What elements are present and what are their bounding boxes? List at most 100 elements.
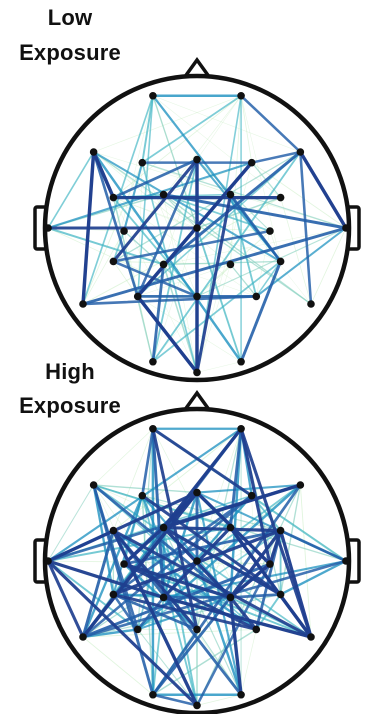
connection-edge [162, 193, 198, 229]
connection-edge [151, 151, 302, 363]
electrode-fc1 [159, 523, 168, 532]
electrode-fp2 [237, 91, 245, 100]
low-exposure-title-line1: Low [47, 5, 93, 30]
connection-edge [161, 525, 283, 533]
connection-edge [93, 95, 242, 153]
electrode-pz [193, 292, 201, 301]
connection-edge [152, 628, 258, 696]
connection-edge [46, 559, 199, 707]
connection-edge [81, 559, 348, 639]
connection-edge [196, 264, 231, 373]
connection-edge [279, 529, 348, 563]
electrode-fp1 [149, 91, 157, 100]
connection-edge [46, 491, 199, 563]
electrode-cz [193, 557, 201, 565]
connection-edge [161, 483, 303, 530]
low-exposure-nose-marker [182, 57, 212, 80]
low-exposure-title-line2: Exposure [19, 40, 121, 65]
connection-edge [81, 628, 139, 639]
connection-edge [47, 560, 139, 631]
electrode-f7 [89, 481, 98, 489]
connection-edge [122, 525, 166, 566]
connection-edge [151, 427, 166, 599]
connection-edge [240, 629, 257, 696]
connection-edge [299, 150, 313, 306]
connection-edge [195, 483, 302, 494]
connection-edge [228, 525, 313, 639]
connection-edge [113, 428, 154, 531]
electrode-fc2 [226, 190, 235, 199]
electrode-f7 [89, 148, 98, 156]
electrode-fc6 [276, 526, 285, 535]
connection-edge [229, 263, 257, 298]
connection-edge [47, 227, 165, 266]
connection-edge [111, 528, 199, 632]
connection-edge [162, 193, 348, 230]
electrode-p3 [133, 292, 142, 301]
connection-edge [279, 559, 348, 596]
connection-edge [269, 230, 281, 262]
connection-edge [152, 95, 281, 198]
connection-edge [46, 559, 85, 639]
connection-edge [112, 494, 144, 596]
connection-edge [196, 95, 242, 160]
connection-edge [112, 230, 125, 263]
connection-edge [112, 158, 199, 199]
electrode-oz [193, 368, 201, 377]
connection-edge [47, 484, 95, 562]
connection-edge [239, 94, 302, 154]
connection-edge [81, 226, 348, 306]
electrode-t7 [44, 557, 52, 565]
electrode-cp6 [276, 257, 285, 266]
electrode-o2 [237, 357, 245, 366]
electrode-f3 [138, 491, 147, 500]
electrode-fz [193, 155, 201, 164]
electrode-fc5 [109, 193, 118, 202]
connection-edge [92, 150, 140, 298]
connection-edge [310, 227, 347, 305]
connection-edge [229, 193, 258, 298]
electrode-cp1 [159, 593, 168, 602]
connection-edge [279, 484, 302, 596]
connection-edge [81, 150, 96, 306]
connection-edge [151, 693, 199, 707]
connection-edge [195, 193, 232, 374]
electrode-oz [193, 701, 201, 710]
connection-edge [239, 259, 283, 364]
electrode-c4 [266, 560, 274, 568]
electrode-pz [193, 625, 201, 634]
connection-edge [278, 528, 313, 639]
connection-edge [82, 560, 198, 638]
connection-edge [161, 525, 283, 597]
electrode-fp2 [237, 424, 245, 433]
high-exposure-title-line2: Exposure [19, 393, 121, 418]
connection-edge [111, 158, 199, 263]
connection-edge [82, 230, 125, 305]
connection-edge [240, 95, 281, 262]
connection-edge [239, 427, 272, 566]
connection-edge [137, 296, 242, 363]
high-exposure-nose-marker [182, 390, 212, 413]
connection-edge [240, 95, 253, 164]
high-exposure-head-map [33, 390, 361, 714]
connection-edge [152, 264, 231, 363]
high-exposure-title-line1: High [45, 359, 95, 384]
connection-edge [92, 484, 198, 494]
electrode-o1 [149, 690, 157, 699]
electrode-cz [193, 224, 201, 232]
electrode-f4 [247, 491, 256, 500]
connection-edge [92, 150, 243, 363]
connection-edge [228, 595, 243, 697]
electrode-cp1 [159, 260, 168, 269]
electrode-cp5 [109, 590, 118, 599]
connection-edge [112, 229, 272, 263]
connection-edge [141, 94, 154, 164]
connection-edge [152, 95, 301, 153]
electrode-cp2 [226, 260, 235, 269]
connection-edge [82, 162, 143, 305]
electrode-fp1 [149, 424, 157, 433]
connection-edge [268, 528, 283, 566]
connection-edge [250, 150, 302, 164]
connection-edge [161, 595, 313, 639]
